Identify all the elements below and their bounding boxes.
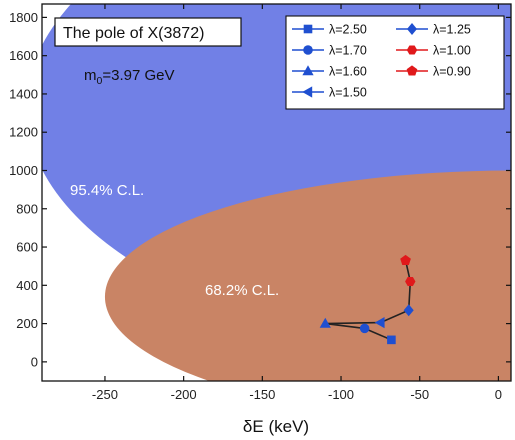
x-tick-label: -200 (171, 387, 197, 402)
chart-title-box: The pole of X(3872) (54, 17, 242, 47)
marker-lambda-1-50 (374, 317, 385, 329)
y-tick-label: 1600 (9, 48, 38, 63)
legend-label-lambda-1-25: λ=1.25 (433, 23, 471, 37)
legend-label-lambda-0-90: λ=0.90 (433, 65, 471, 79)
y-tick-label: 800 (16, 201, 38, 216)
legend-label-lambda-2-50: λ=2.50 (329, 23, 367, 37)
legend-item-lambda-1-60: λ=1.60 (292, 65, 367, 79)
y-tick-label: 1200 (9, 125, 38, 140)
legend-item-lambda-1-70: λ=1.70 (292, 44, 367, 58)
x-tick-label: -150 (249, 387, 275, 402)
legend-item-lambda-1-25: λ=1.25 (396, 23, 471, 37)
legend-box (285, 15, 505, 110)
x-tick-label: -50 (410, 387, 429, 402)
legend-item-lambda-0-90: λ=0.90 (396, 65, 471, 79)
mass-annotation-base: m (84, 67, 97, 84)
x-tick-label: -100 (328, 387, 354, 402)
plot-frame (41, 3, 512, 382)
legend-marker-lambda-0-90 (406, 65, 418, 76)
y-tick-label: 0 (31, 354, 38, 369)
legend-item-lambda-1-50: λ=1.50 (292, 86, 367, 100)
legend-marker-lambda-2-50 (303, 24, 313, 34)
y-tick-label: 600 (16, 240, 38, 255)
x-tick-label: -250 (92, 387, 118, 402)
chart-title: The pole of X(3872) (63, 25, 204, 42)
legend-marker-lambda-1-00 (406, 45, 418, 55)
legend-marker-lambda-1-60 (302, 65, 314, 76)
mass-annotation-rest: =3.97 GeV (102, 67, 174, 84)
legend-marker-lambda-1-70 (303, 45, 313, 55)
legend-marker-lambda-1-25 (407, 23, 417, 35)
region-labels: 95.4% C.L. 68.2% C.L. (70, 182, 279, 299)
marker-lambda-1-60 (319, 317, 331, 328)
marker-lambda-1-70 (359, 323, 370, 334)
region-68-2-c-l (105, 170, 511, 381)
x-tick-label: 0 (495, 387, 502, 402)
y-tick-label: 1000 (9, 163, 38, 178)
y-tick-label: 200 (16, 316, 38, 331)
x-axis-title: δE (keV) (243, 417, 309, 436)
marker-lambda-1-00 (405, 276, 416, 286)
axis-ticks: -250 -200 -150 -100 -50 0 0 200 400 600 800 1000 120… (9, 4, 511, 402)
legend-marker-lambda-1-50 (302, 86, 313, 98)
region-label-95-4-c-l: 95.4% C.L. (70, 182, 144, 199)
mass-annotation-sub: 0 (97, 75, 103, 87)
marker-lambda-1-25 (403, 304, 414, 317)
legend-label-lambda-1-00: λ=1.00 (433, 44, 471, 58)
legend-item-lambda-2-50: λ=2.50 (292, 23, 367, 37)
y-tick-label: 1800 (9, 10, 38, 25)
data-markers (319, 254, 416, 345)
legend-label-lambda-1-60: λ=1.60 (329, 65, 367, 79)
legend-item-lambda-1-00: λ=1.00 (396, 44, 471, 58)
legend-label-lambda-1-50: λ=1.50 (329, 86, 367, 100)
legend-label-lambda-1-70: λ=1.70 (329, 44, 367, 58)
region-label-68-2-c-l: 68.2% C.L. (205, 282, 279, 299)
legend: λ=2.50 λ=1.70 λ=1.60 λ=1.50 λ=1.25 λ=1.00 λ=0.… (285, 15, 505, 110)
marker-lambda-0-90 (400, 254, 411, 265)
y-tick-label: 1400 (9, 86, 38, 101)
marker-lambda-2-50 (387, 335, 396, 345)
y-tick-label: 400 (16, 278, 38, 293)
mass-annotation: m0=3.97 GeV (84, 67, 174, 87)
